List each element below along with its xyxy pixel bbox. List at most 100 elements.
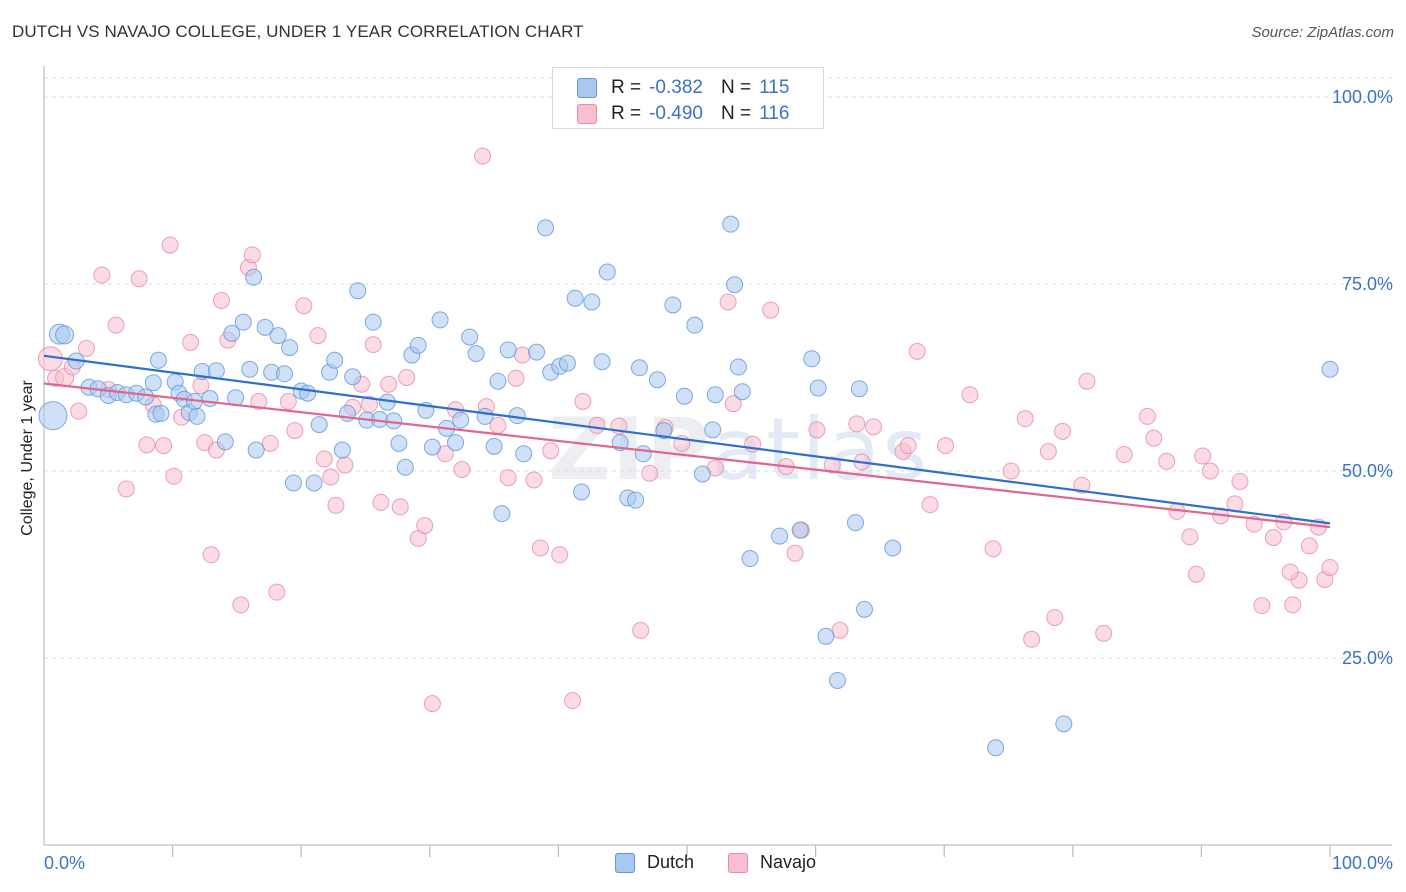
navajo-point [322,468,340,486]
dutch-point [234,313,252,331]
navajo-r-value: -0.490 [649,103,703,124]
navajo-point [93,266,111,284]
dutch-n-value: 115 [759,77,790,98]
dutch-point [364,313,382,331]
dutch-point [275,365,293,383]
navajo-point [1187,565,1205,583]
dutch-point [149,351,167,369]
correlation-legend: R = -0.382 N = 115 R = -0.490 N = 116 [552,67,824,129]
dutch-point [726,276,744,294]
dutch-point [349,282,367,300]
dutch-point [390,434,408,452]
dutch-point [305,474,323,492]
dutch-point [706,386,724,404]
dutch-point [344,368,362,386]
navajo-point [1073,476,1091,494]
legend-item-navajo[interactable]: Navajo [728,852,816,873]
navajo-point [1002,462,1020,480]
navajo-point [1284,596,1302,614]
dutch-point [201,389,219,407]
dutch-point [648,371,666,389]
dutch-point [284,474,302,492]
dutch-trend-line [43,354,1331,525]
navajo-point [336,456,354,474]
dutch-point [598,263,616,281]
x-tick-label: 0.0% [44,853,85,873]
dutch-point [1321,360,1339,378]
y-tick-label: 25.0% [1342,648,1393,668]
dutch-point [729,358,747,376]
dutch-r-value: -0.382 [649,77,703,98]
navajo-point [1264,529,1282,547]
dutch-swatch [577,78,597,98]
dutch-point [493,505,511,523]
navajo-point [1281,563,1299,581]
dutch-point [467,345,485,363]
dutch-point [431,311,449,329]
dutch-point [409,336,427,354]
navajo-point [551,546,569,564]
navajo-point [984,540,1002,558]
dutch-point [299,384,317,402]
navajo-point [372,493,390,511]
navajo-point [250,392,268,410]
navajo-legend-swatch [728,852,749,873]
dutch-point [704,421,722,439]
navajo-point [416,517,434,535]
navajo-point [1300,537,1318,555]
navajo-point [107,316,125,334]
dutch-point [137,388,155,406]
legend-item-dutch[interactable]: Dutch [615,852,694,873]
dutch-point [803,350,821,368]
dutch-point [452,411,470,429]
dutch-point [664,296,682,314]
navajo-n-label: N = [720,103,752,124]
navajo-point [823,456,841,474]
dutch-n-label: N = [720,77,752,98]
dutch-point [241,360,259,378]
navajo-point [1039,443,1057,461]
dutch-legend-swatch [615,852,635,873]
dutch-point [771,527,789,545]
y-tick-label: 100.0% [1332,87,1393,107]
navajo-point [279,392,297,410]
navajo-point [864,418,882,436]
navajo-point [921,496,939,514]
navajo-point [564,692,582,710]
dutch-point [828,671,846,689]
dutch-point [741,550,759,568]
navajo-point [161,236,179,254]
x-tick-label: 100.0% [1332,853,1393,873]
dutch-point [850,380,868,398]
navajo-trend-line [43,382,1331,529]
dutch-point [223,324,241,342]
dutch-point [987,739,1005,757]
navajo-point [243,246,261,264]
dutch-point [846,514,864,532]
dutch-point [791,521,809,539]
navajo-point [1181,528,1199,546]
legend-row-navajo: R = -0.490 N = 116 [577,102,789,126]
chart-source: Source: ZipAtlas.com [1251,24,1394,41]
dutch-point [809,379,827,397]
navajo-point [182,333,200,351]
dutch-point [499,341,517,359]
navajo-point [268,583,286,601]
navajo-swatch [577,104,597,124]
navajo-point [453,461,471,479]
navajo-point [261,434,279,452]
y-tick-label: 75.0% [1342,274,1393,294]
navajo-point [380,375,398,393]
dutch-point [310,416,328,434]
dutch-point [733,383,751,401]
series-legend: Dutch Navajo [615,852,850,873]
navajo-point [831,621,849,639]
navajo-point [202,546,220,564]
navajo-point [130,270,148,288]
navajo-point [507,369,525,387]
dutch-point [537,219,555,237]
navajo-point [1095,624,1113,642]
navajo-point [936,437,954,455]
dutch-point [55,325,75,345]
